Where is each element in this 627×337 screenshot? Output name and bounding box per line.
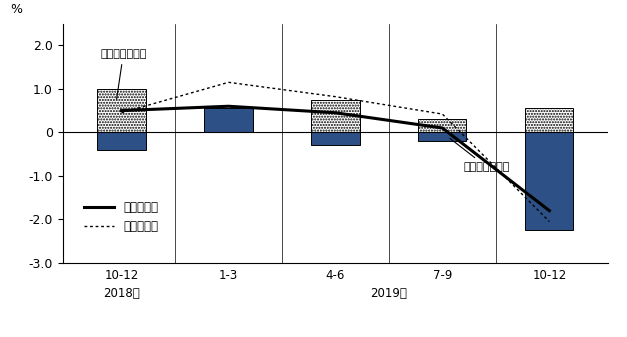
Bar (204, 109, 253, 132)
Text: 内需（寄与度）: 内需（寄与度） (100, 49, 147, 99)
Text: 2018年: 2018年 (103, 287, 140, 300)
Bar (97, 132, 145, 150)
Bar (525, 109, 574, 132)
Text: 2019年: 2019年 (371, 287, 408, 300)
Legend: 実質成長率, 名目成長率: 実質成長率, 名目成長率 (80, 196, 163, 238)
Text: 10-12: 10-12 (532, 269, 566, 282)
Bar (97, 89, 145, 132)
Bar (525, 132, 574, 230)
Text: 4-6: 4-6 (326, 269, 345, 282)
Text: 1-3: 1-3 (219, 269, 238, 282)
Bar (312, 100, 359, 132)
Bar (418, 119, 466, 132)
Text: 10-12: 10-12 (105, 269, 139, 282)
Bar (418, 132, 466, 141)
Text: %: % (10, 3, 23, 17)
Bar (312, 132, 359, 145)
Bar (204, 121, 253, 132)
Text: 外需（寄与度）: 外需（寄与度） (450, 139, 510, 172)
Text: 7-9: 7-9 (433, 269, 452, 282)
